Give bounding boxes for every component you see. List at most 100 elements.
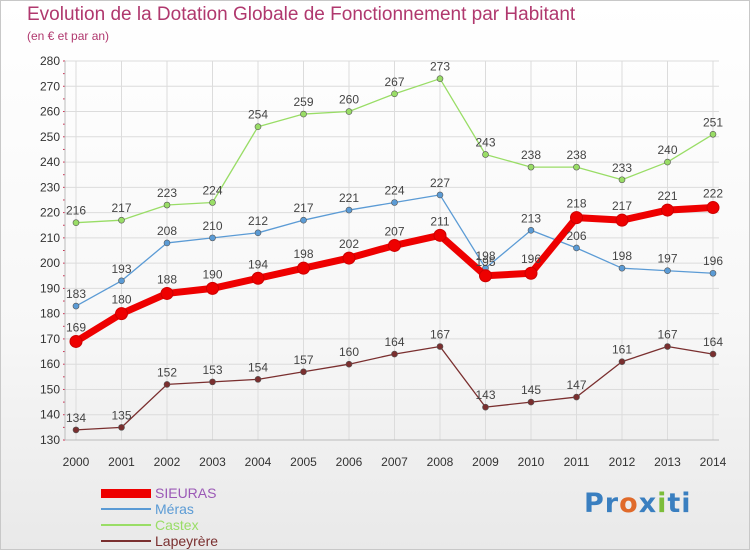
data-label-lapeyrere: 154	[248, 360, 268, 374]
data-label-lapeyrere: 160	[339, 345, 359, 359]
data-label-sieuras: 190	[202, 267, 222, 281]
x-tick-label: 2011	[564, 455, 590, 469]
logo-letter: x	[638, 488, 658, 519]
data-label-castex: 273	[430, 60, 450, 74]
x-tick-label: 2003	[199, 455, 226, 469]
data-point-castex	[209, 199, 216, 206]
data-point-lapeyrere	[300, 368, 307, 376]
data-point-castex	[300, 110, 307, 118]
data-point-sieuras	[479, 269, 492, 283]
y-tick-label: 180	[40, 307, 60, 321]
data-point-castex	[163, 201, 171, 209]
data-label-meras: 227	[430, 176, 450, 190]
data-point-castex	[345, 108, 353, 115]
y-tick-label: 140	[40, 408, 60, 422]
data-point-meras	[664, 267, 671, 275]
data-point-castex	[573, 163, 580, 171]
data-label-meras: 197	[657, 252, 677, 266]
y-tick-label: 150	[40, 382, 60, 396]
y-tick-label: 260	[40, 105, 60, 119]
data-point-sieuras	[661, 203, 674, 217]
data-point-castex	[618, 176, 626, 184]
data-point-castex	[391, 90, 398, 98]
x-tick-label: 2013	[654, 455, 681, 469]
data-label-meras: 196	[703, 254, 723, 268]
data-point-lapeyrere	[436, 343, 444, 350]
logo-letter: t	[667, 488, 682, 519]
data-point-lapeyrere	[527, 398, 535, 406]
data-point-sieuras	[524, 266, 538, 280]
data-point-lapeyrere	[573, 393, 580, 401]
data-label-castex: 217	[111, 201, 131, 215]
logo-letter: o	[619, 488, 639, 519]
data-label-sieuras: 211	[430, 214, 449, 228]
y-tick-label: 190	[40, 281, 60, 295]
data-label-sieuras: 202	[339, 237, 359, 251]
legend-swatch	[101, 540, 151, 542]
data-label-sieuras: 180	[111, 293, 131, 307]
data-label-castex: 223	[157, 186, 177, 200]
data-label-lapeyrere: 134	[66, 411, 86, 425]
data-point-meras	[254, 229, 262, 237]
data-label-meras: 208	[157, 224, 177, 238]
data-point-lapeyrere	[618, 358, 626, 365]
data-label-lapeyrere: 152	[157, 365, 177, 379]
y-tick-label: 130	[40, 433, 60, 447]
data-point-sieuras	[706, 201, 720, 215]
data-label-meras: 193	[111, 262, 131, 276]
data-label-castex: 224	[202, 183, 222, 197]
data-point-meras	[573, 244, 580, 252]
data-point-lapeyrere	[482, 403, 489, 411]
data-label-castex: 233	[612, 161, 632, 175]
logo-letter: P	[584, 488, 605, 519]
data-label-sieuras: 196	[521, 252, 541, 266]
chart-subtitle: (en € et par an)	[27, 29, 110, 43]
data-label-castex: 240	[657, 143, 677, 157]
data-point-castex	[254, 123, 262, 130]
legend-label: Castex	[155, 517, 199, 533]
data-point-castex	[709, 130, 717, 138]
data-label-castex: 238	[521, 148, 541, 162]
data-point-castex	[436, 75, 444, 82]
data-label-meras: 213	[521, 211, 541, 225]
data-point-lapeyrere	[72, 426, 80, 434]
legend-label: SIEURAS	[155, 485, 217, 501]
data-point-sieuras	[115, 307, 128, 321]
logo-letter: r	[604, 488, 620, 519]
data-label-castex: 260	[339, 93, 359, 107]
data-point-sieuras	[69, 334, 83, 348]
data-point-lapeyrere	[254, 376, 262, 383]
data-label-lapeyrere: 164	[384, 335, 404, 349]
data-label-lapeyrere: 145	[521, 383, 541, 397]
data-point-meras	[300, 216, 307, 224]
data-point-meras	[72, 302, 80, 310]
data-point-sieuras	[388, 238, 401, 252]
data-label-sieuras: 218	[566, 197, 586, 211]
data-point-sieuras	[251, 271, 265, 285]
data-label-lapeyrere: 161	[612, 343, 632, 357]
y-tick-label: 270	[40, 79, 60, 93]
data-point-sieuras	[433, 228, 447, 242]
y-tick-label: 210	[40, 231, 60, 245]
data-point-sieuras	[615, 213, 629, 227]
x-tick-label: 2004	[245, 455, 272, 469]
x-tick-label: 2012	[609, 455, 636, 469]
data-point-castex	[482, 151, 489, 158]
y-tick-label: 170	[40, 332, 60, 346]
data-label-lapeyrere: 135	[111, 408, 131, 422]
logo-letter: i	[681, 488, 692, 519]
data-label-sieuras: 169	[66, 320, 86, 334]
y-tick-label: 240	[40, 155, 60, 169]
data-label-sieuras: 217	[612, 199, 632, 213]
data-point-lapeyrere	[118, 424, 125, 431]
data-label-meras: 212	[248, 214, 268, 228]
y-tick-label: 200	[40, 256, 60, 270]
x-tick-label: 2000	[63, 455, 90, 469]
x-tick-label: 2014	[700, 455, 727, 469]
data-label-sieuras: 194	[248, 257, 268, 271]
data-label-lapeyrere: 157	[293, 353, 313, 367]
y-tick-label: 250	[40, 130, 60, 144]
data-label-castex: 259	[293, 95, 313, 109]
